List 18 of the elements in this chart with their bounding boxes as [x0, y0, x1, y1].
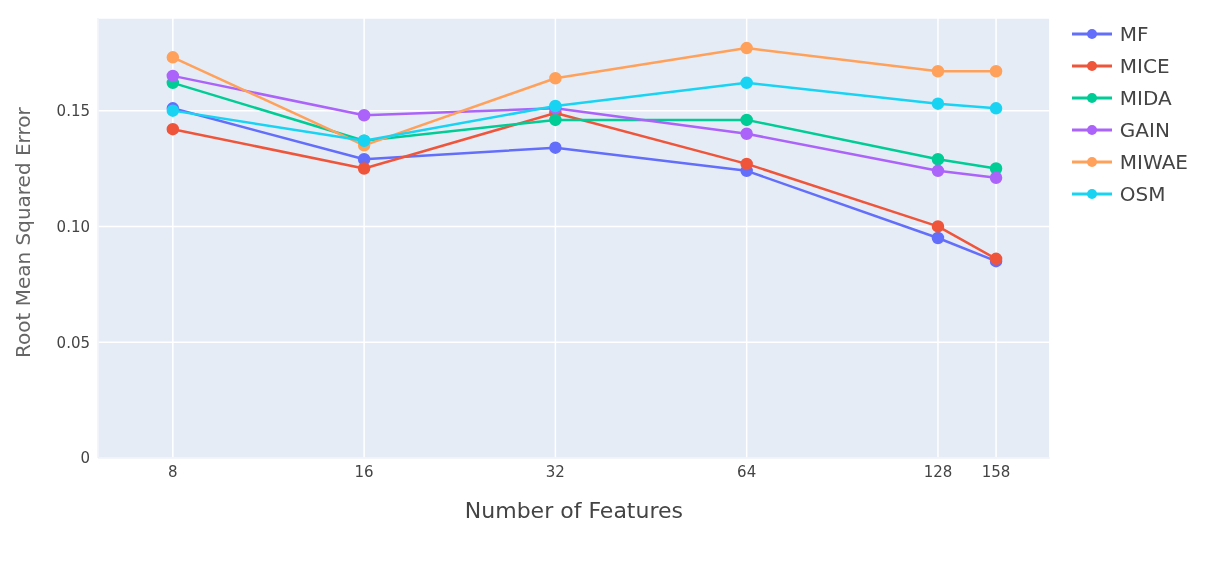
- y-tick-label: 0.15: [56, 101, 90, 120]
- legend-label: OSM: [1119, 181, 1166, 208]
- x-tick-label: 32: [545, 462, 565, 481]
- x-tick-label: 8: [168, 462, 178, 481]
- x-tick-label: 128: [923, 462, 953, 481]
- x-tick-label: 158: [981, 462, 1011, 481]
- legend-label: MIDA: [1119, 85, 1172, 112]
- y-tick-label: 0: [80, 449, 90, 468]
- x-tick-label: 16: [354, 462, 374, 481]
- y-tick-label: 0.05: [56, 333, 90, 352]
- legend-label: MICE: [1119, 53, 1170, 80]
- x-tick-label: 64: [737, 462, 757, 481]
- y-tick-label: 0.10: [56, 217, 90, 236]
- legend-label: MIWAE: [1119, 149, 1188, 176]
- legend-label: MF: [1119, 21, 1149, 48]
- x-axis-title: Number of Features: [464, 498, 684, 523]
- legend-label: GAIN: [1119, 117, 1170, 144]
- y-axis-title: Root Mean Squared Error: [11, 106, 36, 358]
